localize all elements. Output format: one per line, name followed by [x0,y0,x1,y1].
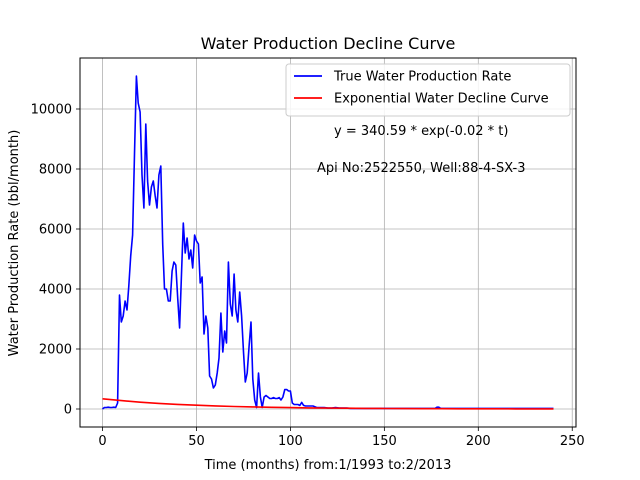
x-tick-label: 200 [466,434,491,449]
x-tick-label: 150 [372,434,397,449]
y-tick-label: 2000 [39,343,72,358]
y-tick-label: 0 [64,403,72,418]
equation-annotation: y = 340.59 * exp(-0.02 * t) [334,124,508,139]
series-line-exponential-water-decline-curve [102,398,554,410]
legend-box [285,63,571,117]
y-tick-label: 8000 [39,163,72,178]
x-tick-label: 50 [188,434,205,449]
legend: True Water Production Rate Exponential Wa… [285,63,571,117]
ticks: 0 50 100 150 200 250 0 2000 4000 6000 8000 10000 [31,103,585,450]
legend-label: True Water Production Rate [333,70,511,85]
grid [80,58,576,427]
x-tick-label: 0 [98,434,106,449]
x-tick-label: 100 [278,434,303,449]
legend-label: Exponential Water Decline Curve [334,92,549,107]
y-tick-label: 4000 [39,283,72,298]
well-annotation: Api No:2522550, Well:88-4-SX-3 [317,161,525,176]
chart-title: Water Production Decline Curve [201,34,456,53]
y-axis-title: Water Production Rate (bbl/month) [7,130,22,357]
y-tick-label: 10000 [31,103,72,118]
x-axis-title: Time (months) from:1/1993 to:2/2013 [204,458,452,473]
x-tick-label: 250 [560,434,585,449]
plot-frame [79,57,577,428]
series-layer [102,75,554,410]
y-tick-label: 6000 [39,223,72,238]
